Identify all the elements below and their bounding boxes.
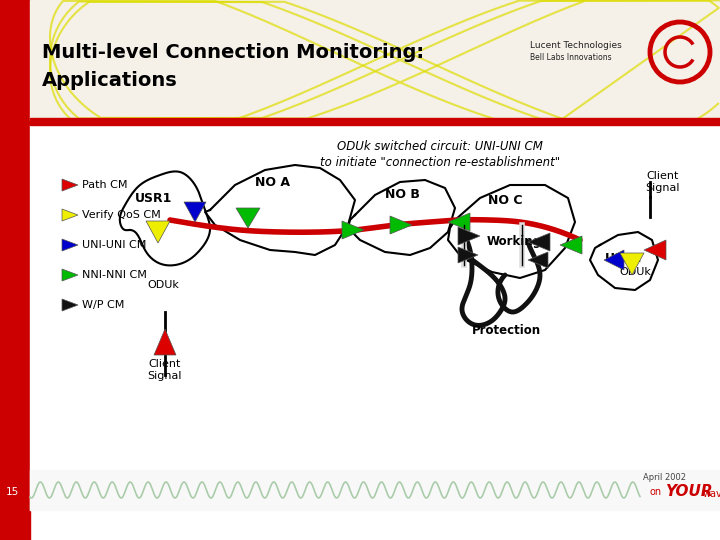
Polygon shape (146, 221, 170, 243)
Text: W/P CM: W/P CM (82, 300, 125, 310)
Text: Lucent Technologies: Lucent Technologies (530, 42, 622, 51)
Text: Multi-level Connection Monitoring:: Multi-level Connection Monitoring: (42, 43, 424, 62)
Polygon shape (236, 208, 260, 228)
Polygon shape (184, 202, 206, 222)
Text: Working: Working (487, 235, 542, 248)
Text: NO C: NO C (488, 193, 523, 206)
Polygon shape (390, 216, 412, 234)
Text: 15: 15 (5, 487, 19, 497)
Text: NNI-NNI CM: NNI-NNI CM (82, 270, 147, 280)
Text: Verify QoS CM: Verify QoS CM (82, 210, 161, 220)
Text: USR1: USR1 (135, 192, 172, 205)
Text: USR2: USR2 (605, 252, 642, 265)
Text: Bell Labs Innovations: Bell Labs Innovations (530, 53, 611, 63)
Polygon shape (62, 299, 78, 311)
Polygon shape (528, 233, 550, 251)
Bar (30, 118, 720, 125)
Text: Client
Signal: Client Signal (148, 359, 182, 381)
Text: NO A: NO A (255, 176, 290, 188)
Text: YOUR: YOUR (665, 484, 713, 500)
Polygon shape (62, 209, 78, 221)
Polygon shape (620, 253, 644, 275)
Polygon shape (644, 240, 666, 260)
Text: Path CM: Path CM (82, 180, 127, 190)
Text: Protection: Protection (472, 323, 541, 336)
Text: to initiate "connection re-establishment": to initiate "connection re-establishment… (320, 156, 560, 168)
Polygon shape (154, 329, 176, 355)
Text: ODUk: ODUk (147, 280, 179, 290)
Polygon shape (604, 250, 624, 270)
Bar (30, 0, 720, 120)
Polygon shape (528, 252, 548, 268)
Text: ODUk: ODUk (619, 267, 651, 277)
Bar (30, 470, 720, 510)
Polygon shape (458, 247, 478, 263)
Text: on: on (650, 487, 662, 497)
Polygon shape (342, 221, 364, 239)
Text: wavelength: wavelength (703, 489, 720, 499)
Polygon shape (62, 269, 78, 281)
Polygon shape (560, 236, 582, 254)
Polygon shape (62, 179, 78, 191)
Bar (0, 0, 30, 540)
Polygon shape (448, 213, 470, 231)
Text: April 2002: April 2002 (643, 474, 686, 483)
Polygon shape (458, 227, 480, 245)
Polygon shape (62, 239, 78, 251)
Text: Applications: Applications (42, 71, 178, 90)
Text: ODUk switched circuit: UNI-UNI CM: ODUk switched circuit: UNI-UNI CM (337, 140, 543, 153)
Text: Client
Signal: Client Signal (646, 171, 680, 193)
Bar (30, 125, 720, 510)
Text: NO B: NO B (385, 188, 420, 201)
Text: UNI-UNI CM: UNI-UNI CM (82, 240, 146, 250)
